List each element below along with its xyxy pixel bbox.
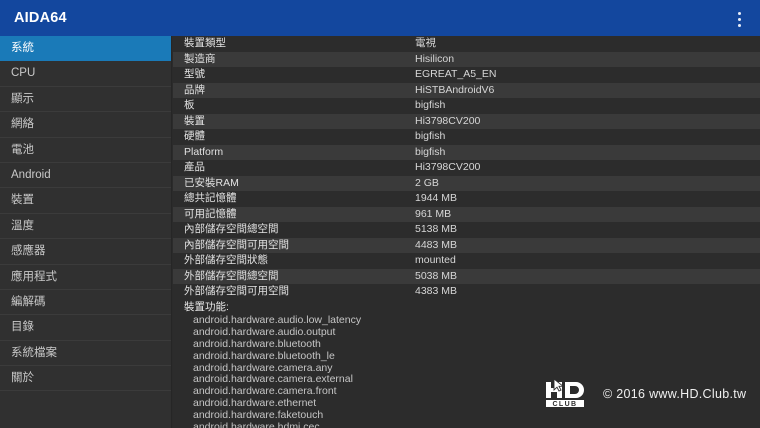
table-row[interactable]: 品牌 HiSTBAndroidV6 [173,82,760,98]
sidebar-item-label: 顯示 [11,92,34,105]
feature-item: android.hardware.audio.low_latency [193,314,362,326]
features-list: android.hardware.audio.low_latency androi… [173,314,760,428]
sidebar-item-11[interactable]: 目錄 [0,315,171,341]
row-key: 板 [184,99,195,111]
row-value: Hi3798CV200 [415,161,481,173]
row-value: 2 GB [415,176,439,189]
table-row[interactable]: 產品 Hi3798CV200 [173,160,760,176]
row-value: 4383 MB [415,285,458,297]
row-value: 4483 MB [415,238,458,251]
row-key: 內部儲存空間可用空間 [184,238,289,251]
row-key: 產品 [184,161,205,173]
table-row[interactable]: 外部儲存空間狀態 mounted [173,253,760,269]
row-value: bigfish [415,145,446,158]
row-key: 外部儲存空間狀態 [184,254,268,266]
sidebar[interactable]: 系統 CPU 顯示網絡電池 Android 裝置溫度感應器應用程式編解碼目錄系統檔案關於 [0,36,172,428]
sidebar-item-3[interactable]: 網絡 [0,112,171,138]
table-row[interactable]: 外部儲存空間總空間 5038 MB [173,268,760,284]
row-key: 總共記憶體 [184,192,237,204]
table-row[interactable]: 已安裝RAM 2 GB [173,175,760,191]
row-value: 961 MB [415,207,452,220]
sidebar-item-1[interactable]: CPU [0,61,171,87]
more-vert-icon[interactable] [728,8,750,30]
sidebar-item-13[interactable]: 關於 [0,366,171,392]
table-row[interactable]: 型號 EGREAT_A5_EN [173,67,760,83]
sidebar-item-label: 系統檔案 [11,346,57,359]
row-key: 可用記憶體 [184,207,237,220]
row-key: 型號 [184,68,205,80]
table-row[interactable]: 製造商 Hisilicon [173,51,760,67]
features-header: 裝置功能: [173,299,760,315]
row-key: 品牌 [184,83,205,96]
feature-item: android.hardware.ethernet [193,397,317,410]
sidebar-item-9[interactable]: 應用程式 [0,265,171,290]
row-key: 內部儲存空間總空間 [184,223,279,235]
sidebar-item-0[interactable]: 系統 [0,36,171,62]
table-row[interactable]: 總共記憶體 1944 MB [173,191,760,207]
feature-item: android.hardware.audio.output [193,325,336,338]
table-row[interactable]: 可用記憶體 961 MB [173,206,760,222]
row-key: 外部儲存空間總空間 [184,269,279,282]
sidebar-item-label: 網絡 [11,118,34,131]
sidebar-filler [0,391,171,428]
sidebar-item-2[interactable]: 顯示 [0,87,171,113]
sidebar-item-label: 編解碼 [11,295,46,308]
feature-item: android.hardware.faketouch [193,409,324,422]
sidebar-item-label: 感應器 [11,245,46,258]
feature-item: android.hardware.hdmi.cec [193,421,320,428]
table-row[interactable]: 裝置 Hi3798CV200 [173,113,760,129]
row-key: Platform [184,145,224,158]
feature-item: android.hardware.camera.front [193,385,337,398]
row-key: 已安裝RAM [184,176,239,189]
row-key: 製造商 [184,52,216,65]
sidebar-item-4[interactable]: 電池 [0,138,171,163]
row-value: bigfish [415,99,446,111]
row-key: 硬體 [184,130,205,142]
system-info-panel[interactable]: 裝置類型 電視製造商 Hisilicon 型號 EGREAT_A5_EN 品牌 HiSTBA… [173,36,760,428]
table-row[interactable]: 內部儲存空間可用空間 4483 MB [173,237,760,253]
row-key: 外部儲存空間可用空間 [184,285,289,297]
row-value: Hisilicon [415,52,455,65]
sidebar-item-12[interactable]: 系統檔案 [0,341,171,367]
sidebar-item-label: 電池 [11,143,34,156]
sidebar-item-10[interactable]: 編解碼 [0,290,171,316]
table-row[interactable]: Platform bigfish [173,144,760,160]
sidebar-item-label: CPU [11,67,36,80]
sidebar-item-7[interactable]: 溫度 [0,214,171,240]
sidebar-item-label: 關於 [11,372,34,385]
row-key: 裝置類型 [184,37,226,49]
sidebar-item-6[interactable]: 裝置 [0,188,171,214]
app-bar: AIDA64 [0,0,760,36]
row-value: HiSTBAndroidV6 [415,83,495,96]
table-row[interactable]: 外部儲存空間可用空間 4383 MB [173,284,760,300]
row-value: 1944 MB [415,192,458,204]
row-key: 裝置 [184,114,205,127]
feature-item: android.hardware.camera.external [193,373,353,386]
table-row[interactable]: 裝置類型 電視 [173,36,760,52]
table-row[interactable]: 板 bigfish [173,98,760,114]
sidebar-item-label: 裝置 [11,194,34,207]
feature-item: android.hardware.bluetooth [193,337,321,350]
sidebar-item-label: Android [11,168,51,181]
page-title: AIDA64 [14,10,67,26]
sidebar-item-label: 溫度 [11,219,34,232]
feature-item: android.hardware.bluetooth_le [193,349,335,362]
sidebar-item-label: 目錄 [11,321,34,334]
row-value: 5038 MB [415,269,458,282]
table-row[interactable]: 內部儲存空間總空間 5138 MB [173,222,760,238]
table-row[interactable]: 硬體 bigfish [173,129,760,145]
row-value: 電視 [415,37,436,49]
row-value: mounted [415,254,456,266]
sidebar-item-5[interactable]: Android [0,163,171,189]
sidebar-item-label: 應用程式 [11,270,57,283]
row-value: bigfish [415,130,446,142]
sidebar-item-label: 系統 [11,42,34,54]
row-value: 5138 MB [415,223,458,235]
sidebar-item-8[interactable]: 感應器 [0,239,171,265]
row-value: Hi3798CV200 [415,114,481,127]
row-value: EGREAT_A5_EN [415,68,497,80]
feature-item: android.hardware.camera.any [193,361,333,374]
